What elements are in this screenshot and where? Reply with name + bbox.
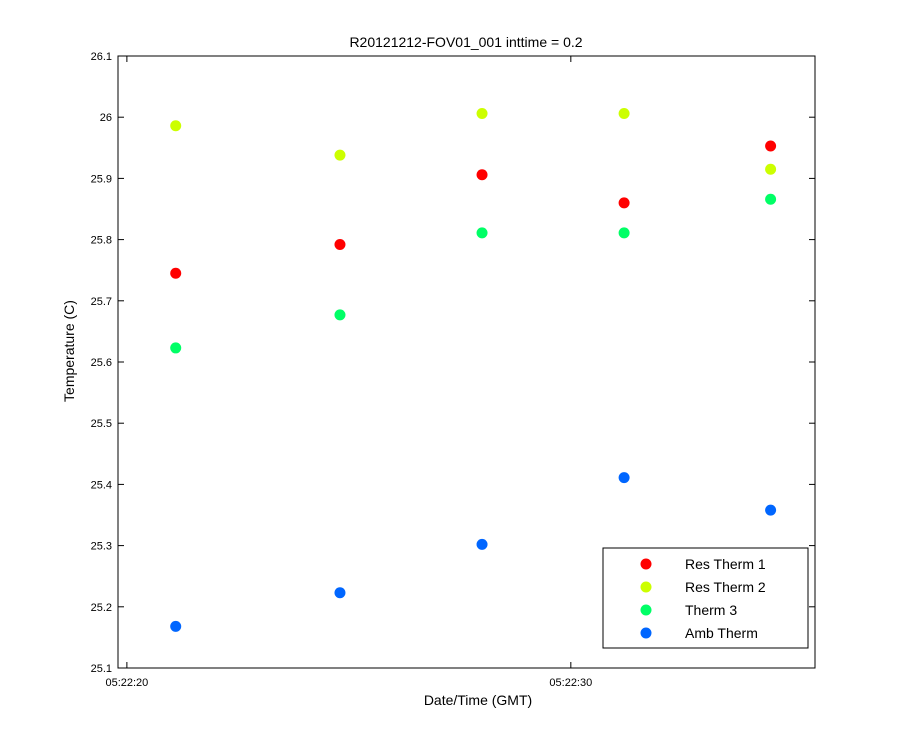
data-point: [170, 342, 182, 354]
series-res-therm-1: [170, 140, 777, 279]
y-tick-label: 25.4: [91, 479, 112, 491]
y-tick-label: 25.3: [91, 541, 112, 553]
x-axis: 05:22:20 05:22:30: [105, 56, 592, 689]
y-tick-label: 25.7: [91, 296, 112, 308]
y-axis: 25.1 25.2 25.3 25.4 25.5 25.6 25.7 25.8 25.9 26 26…: [91, 51, 815, 675]
data-point: [476, 538, 488, 550]
series-res-therm-2: [170, 108, 777, 175]
data-point: [476, 227, 488, 239]
legend-label: Therm 3: [685, 602, 737, 618]
legend-label: Amb Therm: [685, 625, 758, 641]
y-tick-label: 25.8: [91, 235, 112, 247]
legend-marker: [640, 604, 652, 616]
y-tick-label: 25.9: [91, 173, 112, 185]
data-point: [170, 267, 182, 279]
data-point: [618, 472, 630, 484]
legend-label: Res Therm 2: [685, 579, 766, 595]
data-point: [476, 169, 488, 181]
data-point: [334, 149, 346, 161]
data-point: [765, 140, 777, 152]
x-axis-title: Date/Time (GMT): [424, 692, 532, 708]
y-tick-label: 25.1: [91, 663, 112, 675]
y-tick-label: 25.6: [91, 357, 112, 369]
data-point: [765, 163, 777, 175]
series-amb-therm: [170, 472, 777, 632]
data-point: [334, 309, 346, 321]
legend-marker: [640, 627, 652, 639]
legend-marker: [640, 581, 652, 593]
legend: Res Therm 1 Res Therm 2 Therm 3 Amb Therm: [602, 547, 809, 649]
x-tick-label: 05:22:30: [549, 677, 592, 689]
y-axis-title: Temperature (C): [61, 300, 77, 402]
y-tick-label: 26.1: [91, 51, 112, 63]
data-point: [618, 227, 630, 239]
legend-marker: [640, 558, 652, 570]
data-point: [476, 108, 488, 120]
chart-title: R20121212-FOV01_001 inttime = 0.2: [349, 34, 582, 50]
legend-label: Res Therm 1: [685, 556, 766, 572]
data-point: [765, 504, 777, 516]
y-tick-label: 25.5: [91, 418, 112, 430]
x-tick-label: 05:22:20: [105, 677, 148, 689]
data-point: [765, 193, 777, 205]
data-point: [170, 620, 182, 632]
series-therm-3: [170, 193, 777, 354]
data-point: [170, 120, 182, 132]
data-points: [170, 108, 777, 632]
data-point: [618, 197, 630, 209]
y-tick-label: 25.2: [91, 602, 112, 614]
data-point: [618, 108, 630, 120]
data-point: [334, 238, 346, 250]
legend-box: [602, 547, 809, 649]
data-point: [334, 587, 346, 599]
y-tick-label: 26: [100, 112, 112, 124]
